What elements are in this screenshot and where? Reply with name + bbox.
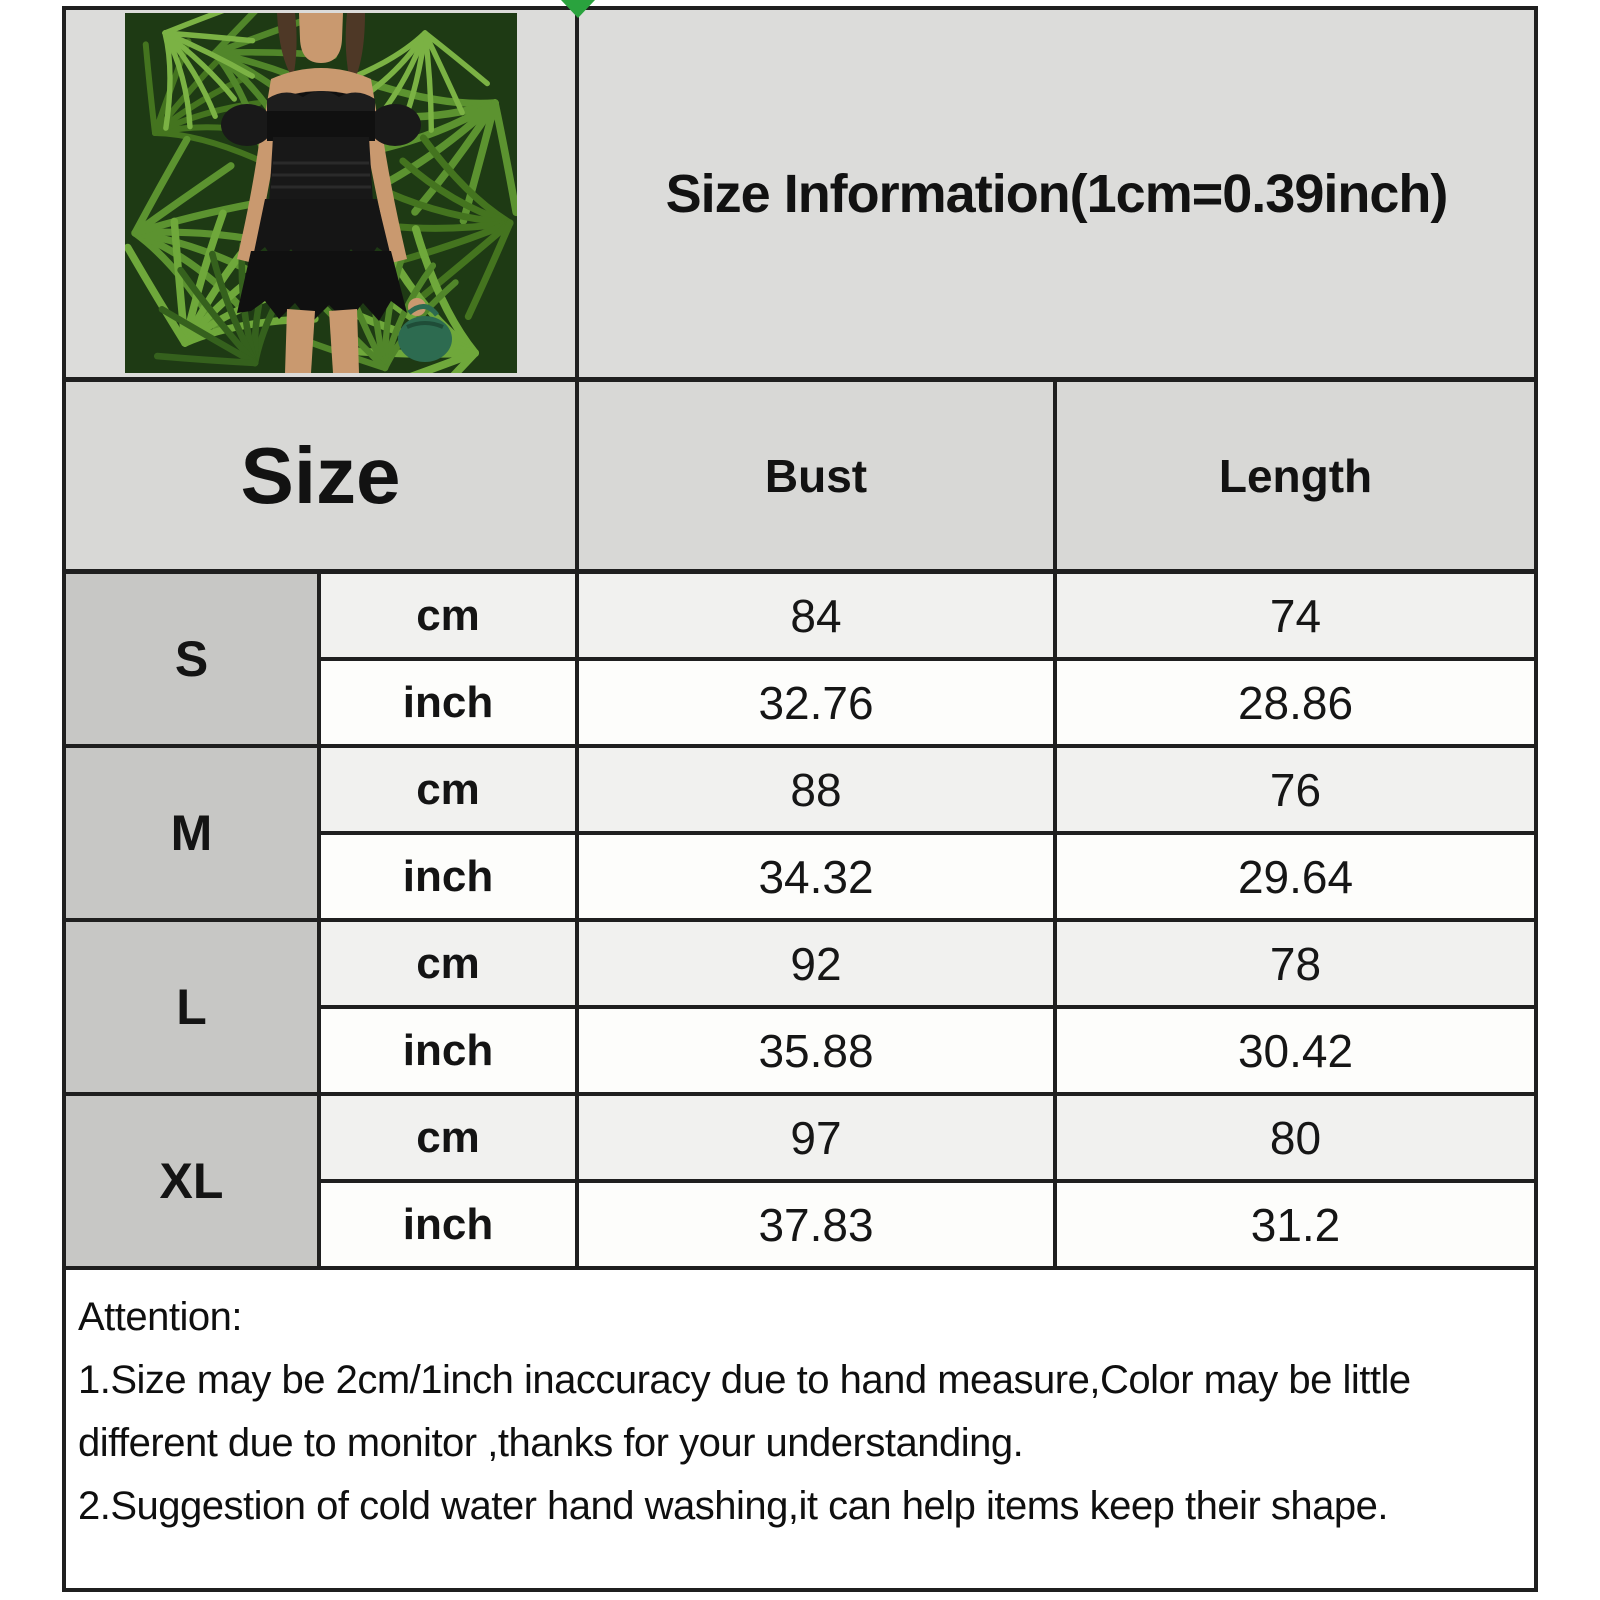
size-chart-sheet: Size Information(1cm=0.39inch) Size Bust… (62, 6, 1538, 1592)
size-m-label: M (170, 805, 213, 861)
header-size-label: Size (240, 430, 401, 520)
xl-cm-length: 80 (1057, 1096, 1534, 1183)
header-bust-label: Bust (764, 449, 868, 502)
m-cm-unit: cm (321, 748, 579, 835)
attention-line-2: different due to monitor ,thanks for you… (78, 1421, 1024, 1465)
xl-cm-bust: 97 (579, 1096, 1057, 1183)
l-inch-bust: 35.88 (579, 1009, 1057, 1096)
size-xl-label: XL (159, 1153, 224, 1209)
attention-notes: Attention: 1.Size may be 2cm/1inch inacc… (66, 1270, 1534, 1588)
attention-line-3: 2.Suggestion of cold water hand washing,… (78, 1484, 1389, 1528)
l-inch-length: 30.42 (1057, 1009, 1534, 1096)
l-cm-bust: 92 (579, 922, 1057, 1009)
l-cm-length: 78 (1057, 922, 1534, 1009)
header-bust: Bust (579, 382, 1057, 574)
s-cm-bust: 84 (579, 574, 1057, 661)
s-inch-length: 28.86 (1057, 661, 1534, 748)
header-size: Size (66, 382, 579, 574)
xl-inch-unit: inch (321, 1183, 579, 1270)
page-title: Size Information(1cm=0.39inch) (665, 163, 1449, 224)
product-photo-cell (66, 10, 579, 382)
header-length: Length (1057, 382, 1534, 574)
size-m-cell: M (66, 748, 321, 922)
size-l-cell: L (66, 922, 321, 1096)
product-photo (124, 13, 517, 373)
size-s-label: S (174, 631, 209, 687)
xl-inch-length: 31.2 (1057, 1183, 1534, 1270)
attention-heading: Attention: (78, 1295, 243, 1339)
title-cell: Size Information(1cm=0.39inch) (579, 10, 1534, 382)
size-s-cell: S (66, 574, 321, 748)
s-cm-unit: cm (321, 574, 579, 661)
green-corner-marker (561, 0, 595, 18)
header-length-label: Length (1218, 449, 1373, 502)
l-cm-unit: cm (321, 922, 579, 1009)
m-cm-length: 76 (1057, 748, 1534, 835)
m-inch-length: 29.64 (1057, 835, 1534, 922)
attention-line-1: 1.Size may be 2cm/1inch inaccuracy due t… (78, 1358, 1411, 1402)
m-cm-bust: 88 (579, 748, 1057, 835)
s-inch-unit: inch (321, 661, 579, 748)
s-cm-length: 74 (1057, 574, 1534, 661)
m-inch-bust: 34.32 (579, 835, 1057, 922)
m-inch-unit: inch (321, 835, 579, 922)
s-inch-bust: 32.76 (579, 661, 1057, 748)
xl-cm-unit: cm (321, 1096, 579, 1183)
l-inch-unit: inch (321, 1009, 579, 1096)
xl-inch-bust: 37.83 (579, 1183, 1057, 1270)
size-xl-cell: XL (66, 1096, 321, 1270)
model-figure (220, 13, 452, 373)
size-l-label: L (176, 979, 207, 1035)
